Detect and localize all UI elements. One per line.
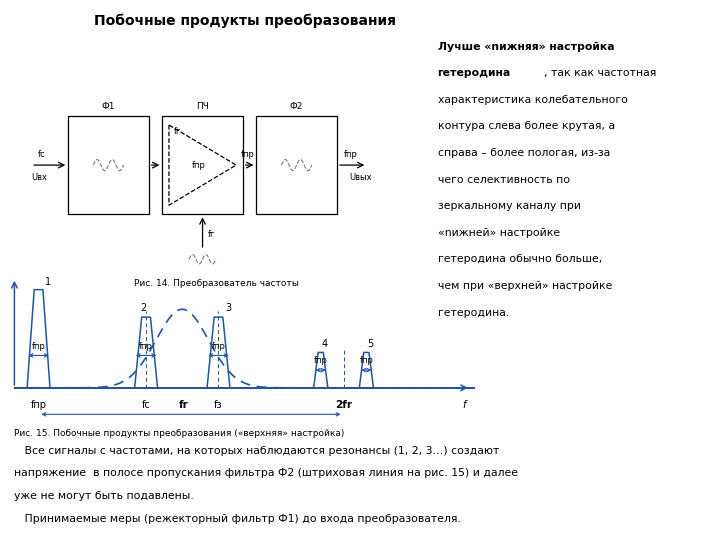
Text: fпр: fпр xyxy=(314,356,328,365)
Text: 2fr: 2fr xyxy=(335,400,352,410)
Text: fг: fг xyxy=(174,127,181,136)
Text: 1: 1 xyxy=(45,276,51,287)
Text: fг: fг xyxy=(207,230,215,239)
Text: fпр: fпр xyxy=(139,341,153,350)
Text: 3: 3 xyxy=(225,303,231,313)
Text: зеркальному каналу при: зеркальному каналу при xyxy=(438,201,580,211)
Text: fпр: fпр xyxy=(30,400,47,410)
Text: гетеродина: гетеродина xyxy=(438,68,511,78)
Text: , так как частотная: , так как частотная xyxy=(544,68,657,78)
Text: fпр: fпр xyxy=(359,356,373,365)
Text: гетеродина.: гетеродина. xyxy=(438,308,509,318)
Text: справа – более пологая, из-за: справа – более пологая, из-за xyxy=(438,148,610,158)
Text: характеристика колебательного: характеристика колебательного xyxy=(438,94,628,105)
Text: Лучше «nижняя» настройка: Лучше «nижняя» настройка xyxy=(438,42,614,51)
Bar xyxy=(162,116,243,214)
Bar xyxy=(68,116,149,214)
Text: fr: fr xyxy=(179,400,188,410)
Text: Uвых: Uвых xyxy=(349,173,372,182)
Text: уже не могут быть подавлены.: уже не могут быть подавлены. xyxy=(14,491,194,501)
Text: Все сигналы с частотами, на которых наблюдаются резонансы (1, 2, 3…) создают: Все сигналы с частотами, на которых набл… xyxy=(14,446,500,456)
Text: чем при «верхней» настройке: чем при «верхней» настройке xyxy=(438,281,612,291)
Text: 5: 5 xyxy=(366,339,373,348)
Text: контура слева более крутая, а: контура слева более крутая, а xyxy=(438,122,615,131)
Text: Рис. 14. Преобразователь частоты: Рис. 14. Преобразователь частоты xyxy=(134,279,298,288)
Text: fпр: fпр xyxy=(192,160,206,170)
Text: fc: fc xyxy=(142,400,150,410)
Text: гетеродина обычно больше,: гетеродина обычно больше, xyxy=(438,254,602,265)
Text: 4: 4 xyxy=(322,339,328,348)
Text: fc: fc xyxy=(37,150,45,159)
Text: Принимаемые меры (режекторный фильтр Ф1) до входа преобразователя.: Принимаемые меры (режекторный фильтр Ф1)… xyxy=(14,514,462,524)
Text: ПЧ: ПЧ xyxy=(196,102,209,111)
Text: fпр: fпр xyxy=(343,150,357,159)
Text: «nижней» настройке: «nижней» настройке xyxy=(438,228,559,238)
Text: f: f xyxy=(462,400,466,410)
Text: fпр: fпр xyxy=(212,341,225,350)
Text: 2: 2 xyxy=(140,303,147,313)
Text: Uвх: Uвх xyxy=(31,173,48,182)
Bar xyxy=(256,116,337,214)
Text: напряжение  в полосе пропускания фильтра Ф2 (штриховая линия на рис. 15) и далее: напряжение в полосе пропускания фильтра … xyxy=(14,468,518,478)
Text: Побочные продукты преобразования: Побочные продукты преобразования xyxy=(94,14,396,28)
Text: Ф2: Ф2 xyxy=(290,102,303,111)
Text: fпр: fпр xyxy=(241,150,255,159)
Text: fпр: fпр xyxy=(32,341,45,350)
Text: Рис. 15. Побочные продукты преобразования («верхняя» настройка): Рис. 15. Побочные продукты преобразовани… xyxy=(14,429,345,438)
Text: fз: fз xyxy=(214,400,222,410)
Text: Ф1: Ф1 xyxy=(102,102,115,111)
Text: чего селективность по: чего селективность по xyxy=(438,174,570,185)
